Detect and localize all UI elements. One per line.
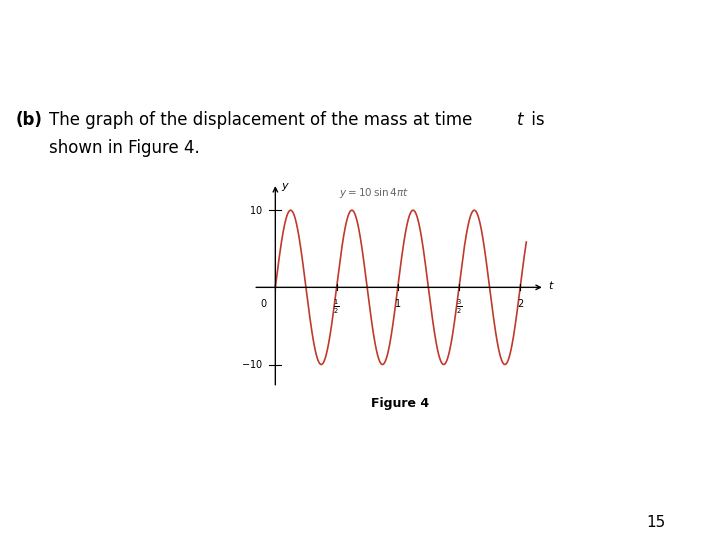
Text: Figure 4: Figure 4 (371, 397, 428, 410)
Text: shown in Figure 4.: shown in Figure 4. (49, 139, 199, 157)
Text: $\frac{1}{2}$: $\frac{1}{2}$ (333, 298, 340, 315)
Text: $\frac{3}{2}$: $\frac{3}{2}$ (456, 298, 462, 315)
Text: $10$: $10$ (249, 204, 263, 216)
Text: Solution: Solution (286, 23, 410, 50)
Text: $0$: $0$ (261, 298, 268, 309)
Text: is: is (526, 111, 544, 129)
Text: $y$: $y$ (282, 181, 290, 193)
Text: (b): (b) (16, 111, 42, 129)
Text: t: t (517, 111, 523, 129)
Text: $y = 10\,\sin 4\pi t$: $y = 10\,\sin 4\pi t$ (339, 186, 409, 200)
Text: $t$: $t$ (549, 279, 555, 291)
Text: Example 1 –: Example 1 – (11, 23, 197, 50)
Text: $-10$: $-10$ (241, 359, 263, 370)
Text: cont’d: cont’d (659, 51, 698, 64)
Text: $1$: $1$ (394, 298, 401, 309)
Text: $2$: $2$ (516, 298, 524, 309)
Text: 15: 15 (647, 515, 666, 530)
Text: The graph of the displacement of the mass at time: The graph of the displacement of the mas… (49, 111, 477, 129)
